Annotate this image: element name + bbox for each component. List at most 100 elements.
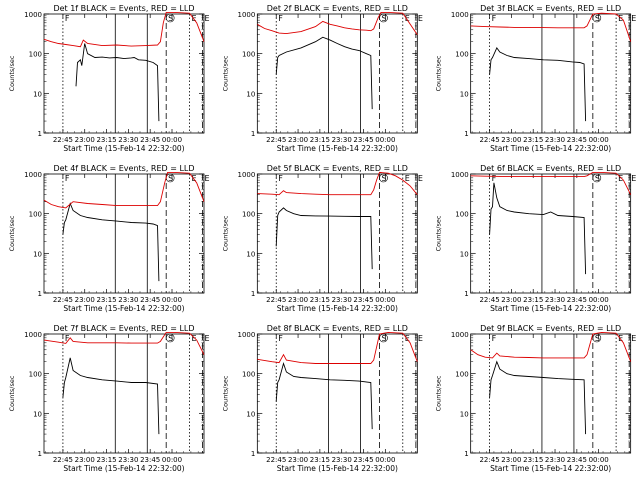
detector-panel-1: Det 1f BLACK = Events, RED = LLD 1 10 100 10… <box>8 4 210 153</box>
series-events <box>62 202 160 282</box>
marker-label: E <box>205 174 210 183</box>
x-tick-label: 23:30 <box>545 136 565 144</box>
x-tick-label: 00:00 <box>162 296 182 304</box>
x-axis-label: Start Time (15-Feb-14 22:32:00) <box>277 464 398 473</box>
x-axis-label: Start Time (15-Feb-14 22:32:00) <box>63 144 184 153</box>
detector-panel-2: Det 2f BLACK = Events, RED = LLD 1 10 100 10… <box>221 4 423 153</box>
x-tick-label: 23:15 <box>96 296 116 304</box>
x-tick-label: 23:15 <box>310 136 330 144</box>
y-tick-label: 1000 <box>24 11 42 19</box>
detector-panel-8: Det 8f BLACK = Events, RED = LLD 1 10 100 10… <box>221 324 423 473</box>
x-tick-label: 00:00 <box>375 296 395 304</box>
y-tick-label: 10 <box>460 250 469 258</box>
y-tick-label: 100 <box>455 371 468 379</box>
y-tick-label: 1000 <box>451 11 469 19</box>
marker-label: S <box>168 14 173 23</box>
x-axis-label: Start Time (15-Feb-14 22:32:00) <box>490 144 611 153</box>
y-axis-label: Counts/sec <box>221 375 229 411</box>
y-tick-label: 1 <box>251 450 255 458</box>
series-events <box>489 360 587 435</box>
y-tick-label: 1 <box>464 450 468 458</box>
x-tick-label: 00:00 <box>375 136 395 144</box>
marker-label: F <box>65 14 70 23</box>
marker-label: E <box>631 14 636 23</box>
y-tick-label: 100 <box>455 51 468 59</box>
detector-panel-7: Det 7f BLACK = Events, RED = LLD 1 10 100 10… <box>8 324 210 473</box>
y-axis-label: Counts/sec <box>221 215 229 251</box>
marker-label: E <box>205 334 210 343</box>
x-tick-label: 23:30 <box>118 136 138 144</box>
panel-title: Det 6f BLACK = Events, RED = LLD <box>480 164 621 173</box>
y-tick-label: 100 <box>29 51 42 59</box>
marker-label: E <box>631 174 636 183</box>
detector-panel-3: Det 3f BLACK = Events, RED = LLD 1 10 100 10… <box>435 4 637 153</box>
plot-frame <box>43 333 205 454</box>
y-tick-label: 1 <box>464 130 468 138</box>
x-tick-label: 23:15 <box>96 456 116 464</box>
marker-label: S <box>595 174 600 183</box>
series-lld <box>43 331 205 355</box>
marker-label: E <box>418 14 423 23</box>
series-events <box>275 36 373 110</box>
x-tick-label: 23:45 <box>353 456 373 464</box>
series-events <box>275 207 373 270</box>
x-tick-label: 00:00 <box>589 456 609 464</box>
y-axis-label: Counts/sec <box>8 375 16 411</box>
marker-circle <box>165 333 175 343</box>
x-tick-label: 23:45 <box>567 456 587 464</box>
plot-frame <box>470 333 632 454</box>
series-lld <box>43 171 205 209</box>
marker-circle <box>379 13 388 23</box>
x-axis-label: Start Time (15-Feb-14 22:32:00) <box>490 464 611 473</box>
y-tick-label: 1000 <box>24 171 42 179</box>
panel-title: Det 8f BLACK = Events, RED = LLD <box>267 324 408 333</box>
x-tick-label: 23:45 <box>140 296 160 304</box>
y-tick-label: 1 <box>38 130 42 138</box>
marker-label: S <box>382 14 387 23</box>
detector-panel-9: Det 9f BLACK = Events, RED = LLD 1 10 100 10… <box>435 324 637 473</box>
x-tick-label: 00:00 <box>589 296 609 304</box>
y-tick-label: 1 <box>38 450 42 458</box>
plot-frame <box>43 173 205 294</box>
x-tick-label: 23:00 <box>75 136 95 144</box>
x-tick-label: 23:30 <box>332 136 352 144</box>
x-tick-label: 23:30 <box>118 456 138 464</box>
panel-title: Det 4f BLACK = Events, RED = LLD <box>53 164 194 173</box>
x-tick-label: 22:45 <box>479 456 499 464</box>
marker-circle <box>379 333 388 343</box>
x-tick-label: 23:00 <box>501 296 521 304</box>
y-tick-label: 10 <box>33 410 42 418</box>
x-tick-label: 22:45 <box>266 296 286 304</box>
x-tick-label: 23:15 <box>310 296 330 304</box>
x-tick-label: 22:45 <box>53 456 73 464</box>
x-tick-label: 22:45 <box>266 136 286 144</box>
series-events <box>75 43 160 122</box>
series-events <box>489 182 587 275</box>
x-tick-label: 00:00 <box>589 136 609 144</box>
y-tick-label: 10 <box>246 250 255 258</box>
marker-label: S <box>382 334 387 343</box>
marker-label: S <box>168 174 173 183</box>
panel-title: Det 2f BLACK = Events, RED = LLD <box>267 4 408 13</box>
marker-label: F <box>278 174 283 183</box>
plot-frame <box>256 333 418 454</box>
x-axis-label: Start Time (15-Feb-14 22:32:00) <box>490 304 611 313</box>
y-axis-label: Counts/sec <box>435 215 443 251</box>
x-tick-label: 23:45 <box>353 296 373 304</box>
marker-label: F <box>278 334 283 343</box>
marker-label: E <box>191 334 196 343</box>
y-tick-label: 10 <box>460 410 469 418</box>
plot-frame <box>470 13 632 134</box>
x-tick-label: 22:45 <box>53 296 73 304</box>
x-tick-label: 23:00 <box>501 136 521 144</box>
panel-title: Det 9f BLACK = Events, RED = LLD <box>480 324 621 333</box>
y-tick-label: 1000 <box>451 331 469 339</box>
series-lld <box>257 11 418 35</box>
x-axis-label: Start Time (15-Feb-14 22:32:00) <box>277 144 398 153</box>
x-tick-label: 23:30 <box>545 296 565 304</box>
x-tick-label: 23:30 <box>332 456 352 464</box>
x-axis-label: Start Time (15-Feb-14 22:32:00) <box>277 304 398 313</box>
y-tick-label: 1000 <box>238 11 256 19</box>
x-tick-label: 23:00 <box>501 456 521 464</box>
x-tick-label: 22:45 <box>53 136 73 144</box>
